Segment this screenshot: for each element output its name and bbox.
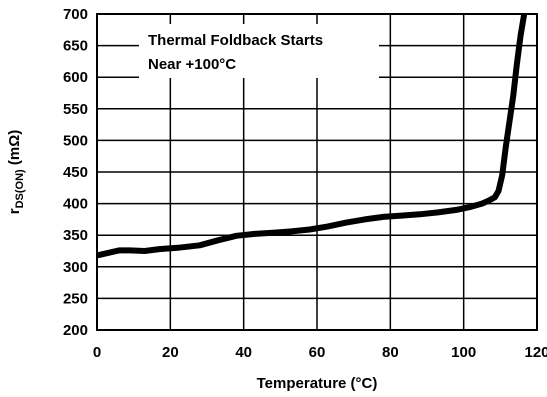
y-axis-label: rDS(ON) (mΩ) [6,130,26,214]
y-tick-label: 300 [63,259,88,276]
x-tick-label: 80 [382,344,399,361]
y-axis-label-main: r [6,208,23,214]
y-axis-label-subscript: DS(ON) [14,169,26,208]
rdson-series-line [96,13,528,259]
x-axis-label: Temperature (°C) [257,375,378,392]
y-tick-label: 200 [63,322,88,339]
series-group [96,13,528,259]
y-tick-label: 350 [63,227,88,244]
annotation-box [139,24,379,78]
y-tick-label: 500 [63,132,88,149]
x-tick-label: 20 [162,344,179,361]
y-tick-label: 550 [63,101,88,118]
x-tick-label: 60 [309,344,326,361]
annotation-line-2: Near +100°C [148,56,236,73]
annotation-line-1: Thermal Foldback Starts [148,32,323,49]
plot-frame [96,13,538,331]
x-tick-label: 120 [524,344,547,361]
y-tick-label: 400 [63,196,88,213]
y-tick-labels: 200 250 300 350 400 450 500 550 600 650 700 [63,6,88,339]
y-tick-label: 700 [63,6,88,23]
y-axis-label-unit: (mΩ) [6,130,23,170]
y-tick-label: 650 [63,38,88,55]
x-tick-labels: 0 20 40 60 80 100 120 [93,344,547,361]
y-tick-label: 450 [63,164,88,181]
x-tick-label: 100 [451,344,476,361]
y-tick-label: 600 [63,69,88,86]
x-tick-label: 40 [235,344,252,361]
y-tick-label: 250 [63,290,88,307]
x-tick-label: 0 [93,344,101,361]
